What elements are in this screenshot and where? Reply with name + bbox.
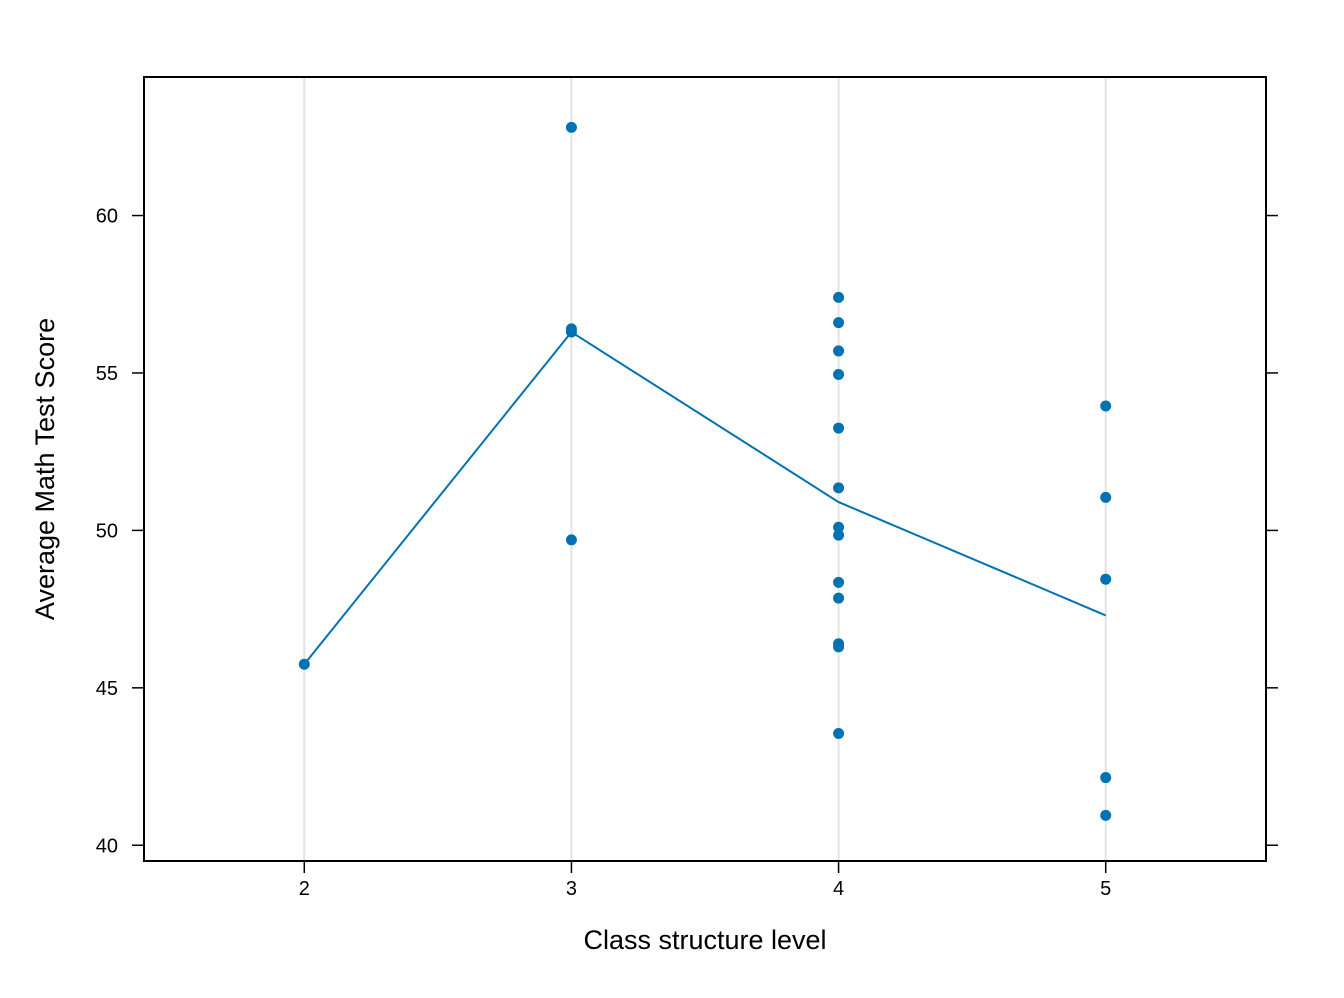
- y-tick-label-1: 45: [96, 678, 118, 700]
- data-point-6: [833, 317, 845, 329]
- data-point-16: [833, 641, 845, 653]
- x-tick-label-3: 5: [1100, 878, 1111, 900]
- data-point-12: [833, 529, 845, 541]
- data-point-7: [833, 345, 845, 357]
- data-point-8: [833, 369, 845, 381]
- data-point-18: [1100, 400, 1112, 412]
- data-point-5: [833, 291, 845, 303]
- data-point-3: [565, 326, 577, 338]
- x-axis: 2 3 4 5: [299, 861, 1111, 900]
- y-tick-label-4: 60: [96, 206, 118, 228]
- data-point-13: [833, 576, 845, 588]
- x-tick-label-0: 2: [299, 878, 310, 900]
- data-point-19: [1100, 491, 1112, 503]
- mean-line: [303, 330, 1107, 665]
- y-tick-label-0: 40: [96, 835, 118, 857]
- data-point-0: [298, 658, 310, 670]
- data-point-20: [1100, 573, 1112, 585]
- data-point-10: [833, 482, 845, 494]
- y-axis-title: Average Math Test Score: [30, 318, 60, 620]
- plot-frame: [143, 76, 1267, 862]
- y-axis: 40 45 50 55 60: [96, 206, 1278, 857]
- mean-line-group: [303, 330, 1107, 665]
- x-axis-title: Class structure level: [583, 925, 826, 955]
- y-tick-label-2: 50: [96, 520, 118, 542]
- data-point-4: [565, 534, 577, 546]
- data-point-9: [833, 422, 845, 434]
- data-point-21: [1100, 772, 1112, 784]
- grid-lines: [303, 77, 1107, 861]
- x-tick-label-1: 3: [566, 878, 577, 900]
- data-point-11: [833, 521, 845, 533]
- data-point-22: [1100, 809, 1112, 821]
- x-tick-label-2: 4: [833, 878, 844, 900]
- data-point-17: [833, 727, 845, 739]
- data-point-14: [833, 592, 845, 604]
- data-points: [298, 121, 1112, 821]
- y-tick-label-3: 55: [96, 363, 118, 385]
- data-point-1: [565, 121, 577, 133]
